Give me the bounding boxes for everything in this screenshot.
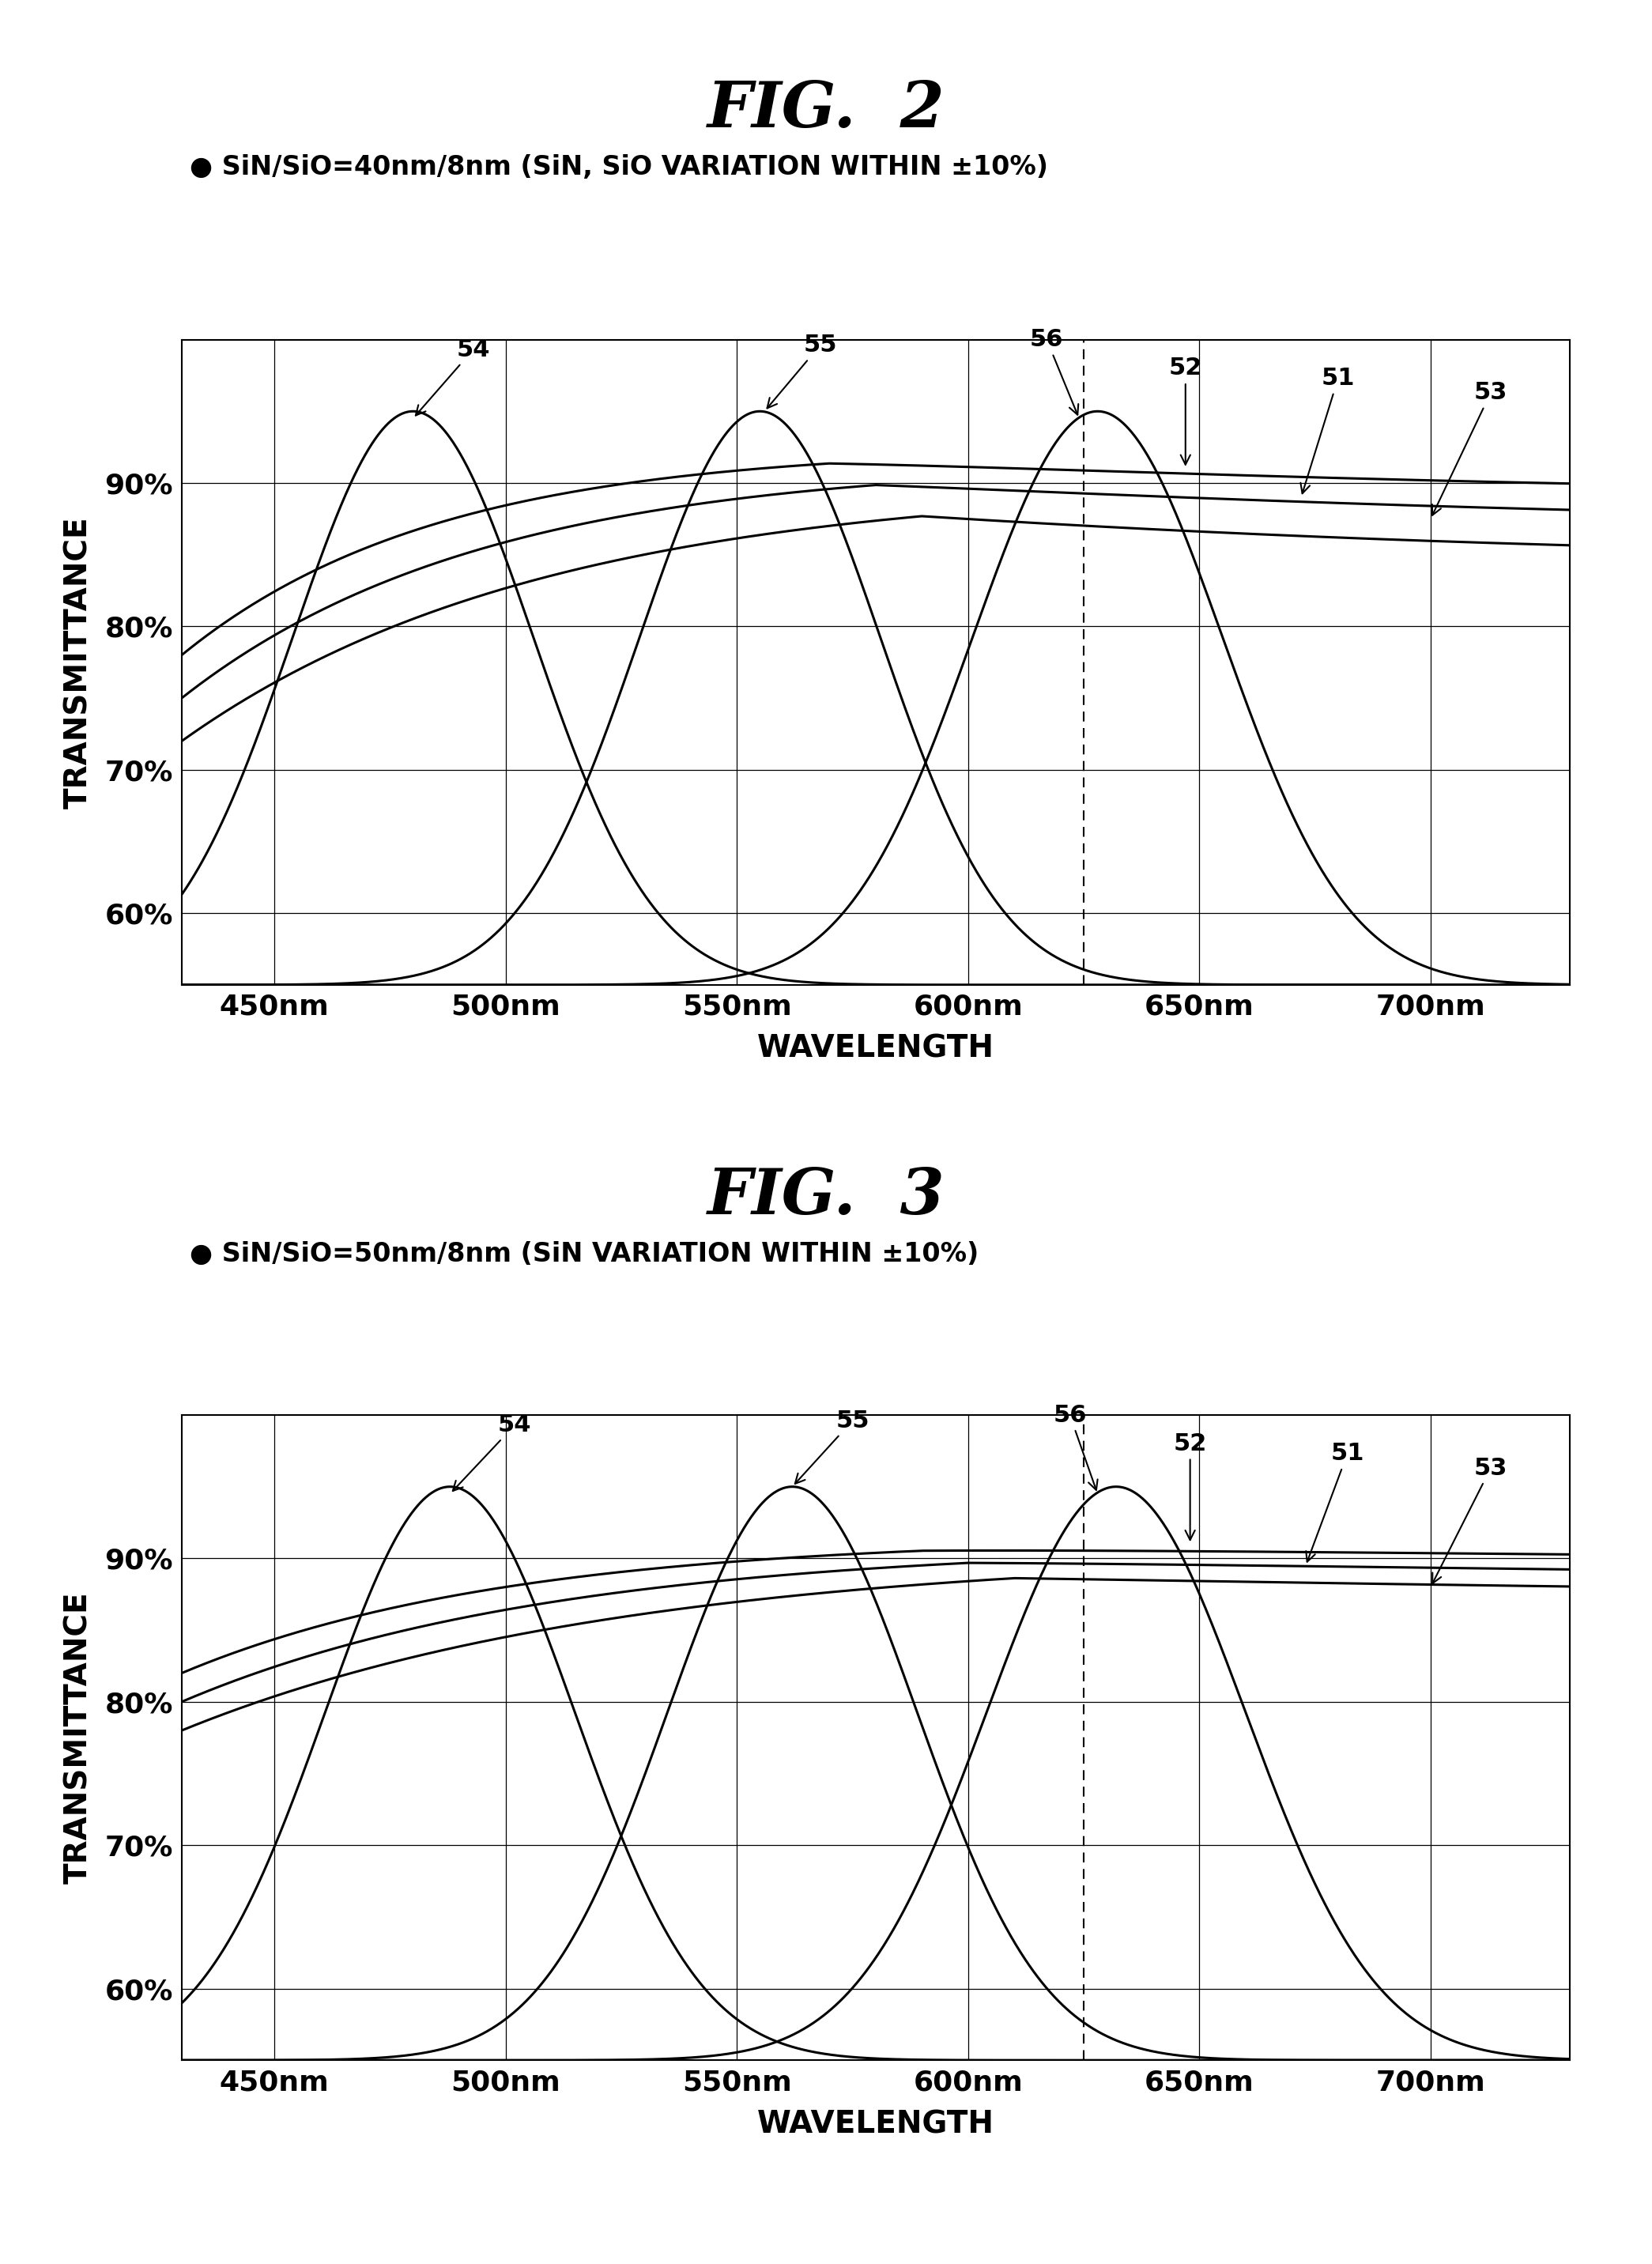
X-axis label: WAVELENGTH: WAVELENGTH [757, 2110, 995, 2139]
Text: 55: 55 [767, 333, 838, 408]
Y-axis label: TRANSMITTANCE: TRANSMITTANCE [63, 1592, 94, 1884]
Text: 52: 52 [1173, 1433, 1208, 1540]
Text: 56: 56 [1052, 1404, 1097, 1490]
Text: ● SiN/SiO=50nm/8nm (SiN VARIATION WITHIN ±10%): ● SiN/SiO=50nm/8nm (SiN VARIATION WITHIN… [190, 1241, 980, 1268]
Text: 56: 56 [1029, 328, 1079, 414]
Text: ● SiN/SiO=40nm/8nm (SiN, SiO VARIATION WITHIN ±10%): ● SiN/SiO=40nm/8nm (SiN, SiO VARIATION W… [190, 154, 1049, 181]
Y-axis label: TRANSMITTANCE: TRANSMITTANCE [63, 516, 94, 808]
Text: 54: 54 [416, 337, 491, 414]
Text: 54: 54 [453, 1413, 532, 1492]
Text: 51: 51 [1307, 1442, 1365, 1562]
Text: FIG.  3: FIG. 3 [707, 1166, 945, 1227]
Text: 55: 55 [795, 1408, 869, 1483]
Text: 52: 52 [1168, 358, 1203, 464]
Text: 53: 53 [1432, 380, 1508, 516]
Text: 51: 51 [1300, 367, 1355, 494]
Text: FIG.  2: FIG. 2 [707, 79, 945, 140]
Text: 53: 53 [1432, 1456, 1508, 1583]
X-axis label: WAVELENGTH: WAVELENGTH [757, 1035, 995, 1064]
